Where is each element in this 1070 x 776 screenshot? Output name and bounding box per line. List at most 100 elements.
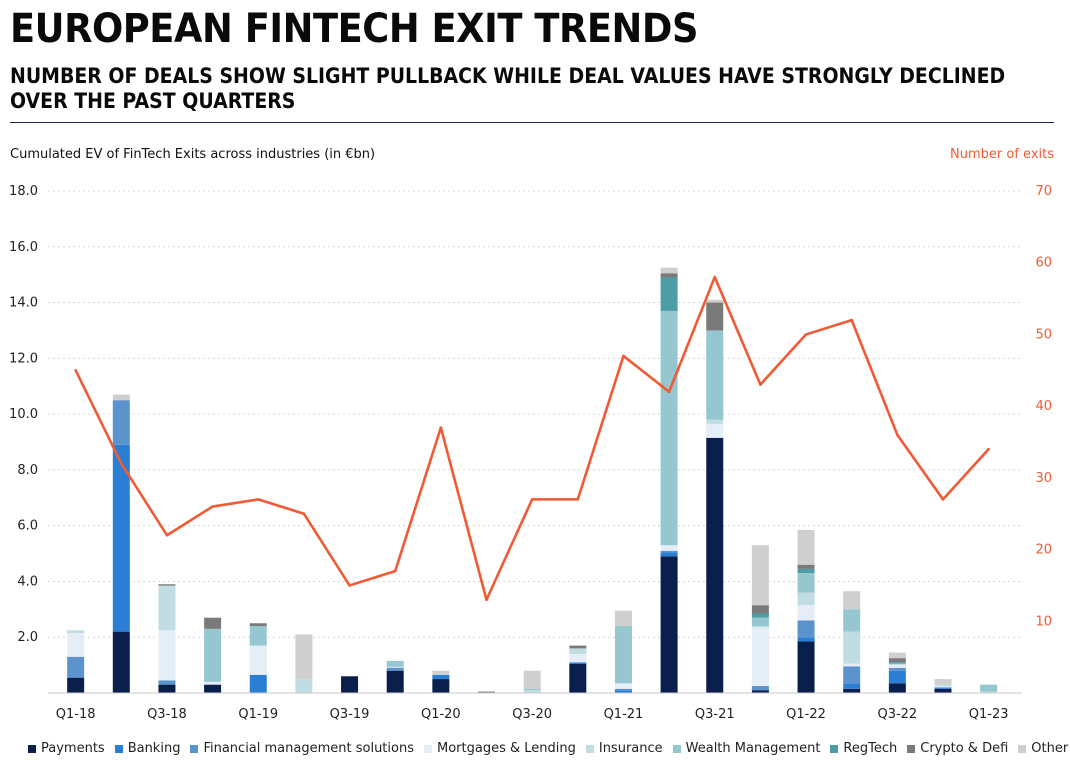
legend-label: Wealth Management — [685, 741, 821, 756]
bar-segment — [934, 687, 952, 689]
bar-segment — [67, 633, 85, 657]
exits-line — [74, 275, 990, 602]
x-tick-label: Q1-22 — [786, 707, 826, 722]
bar-segment — [934, 679, 952, 685]
bar-segment — [706, 330, 724, 420]
x-tick-label: Q3-21 — [695, 707, 735, 722]
x-tick-label: Q1-19 — [238, 707, 278, 722]
exits-point — [485, 598, 488, 602]
bar-segment — [158, 684, 176, 693]
bar-segment — [660, 267, 678, 274]
bar-segment — [660, 277, 678, 311]
exits-point — [211, 505, 214, 508]
bar-segment — [797, 592, 815, 606]
bar-segment — [660, 273, 678, 278]
bar-segment — [660, 550, 678, 553]
y2-tick-label: 70 — [1035, 184, 1052, 199]
exits-point — [165, 533, 169, 537]
bar-segment — [386, 667, 404, 671]
y-tick-label: 6.0 — [17, 519, 38, 534]
bar-segment — [249, 623, 267, 627]
y-tick-label: 4.0 — [17, 574, 38, 589]
bar-segment — [158, 585, 176, 631]
legend-item: Banking — [114, 741, 181, 756]
exits-point — [530, 498, 534, 501]
legend-label: Banking — [127, 741, 181, 756]
bar-segment — [112, 444, 130, 632]
bar-segment — [843, 666, 861, 684]
bar-segment — [295, 679, 313, 693]
bar-segment — [888, 683, 906, 693]
bar-segment — [888, 667, 906, 671]
y-tick-label: 16.0 — [9, 240, 38, 255]
legend-swatch — [423, 744, 432, 753]
bar-segment — [934, 686, 952, 688]
bar-segment — [706, 419, 724, 424]
exits-point — [896, 433, 899, 437]
bar-segment — [569, 648, 587, 654]
x-tick-label: Q1-18 — [56, 707, 96, 722]
legend-swatch — [114, 744, 123, 753]
y2-tick-label: 20 — [1035, 543, 1052, 558]
bar-segment — [797, 568, 815, 574]
y-tick-label: 12.0 — [9, 351, 38, 366]
exits-point — [713, 275, 717, 279]
bar-segment — [67, 656, 85, 678]
bar-segment — [797, 620, 815, 638]
bar-segment — [797, 529, 815, 565]
bar-segment — [797, 573, 815, 593]
legend-label: Mortgages & Lending — [436, 741, 576, 756]
bar-segment — [386, 670, 404, 693]
bar-segment — [751, 545, 769, 606]
x-tick-label: Q3-19 — [330, 707, 370, 722]
bar-segment — [706, 437, 724, 693]
bar-segment — [660, 552, 678, 557]
bar-segment — [158, 630, 176, 681]
x-tick-label: Q1-20 — [421, 707, 461, 722]
exits-point — [987, 447, 990, 451]
bar-segment — [797, 605, 815, 621]
bar-segment — [706, 423, 724, 438]
bar-segment — [706, 302, 724, 331]
y2-tick-label: 10 — [1035, 614, 1052, 629]
bar-segment — [249, 674, 267, 693]
bar-segment — [797, 641, 815, 693]
bar-segment — [843, 683, 861, 689]
bar-segment — [523, 690, 541, 693]
bar-segment — [751, 617, 769, 627]
x-tick-label: Q3-18 — [147, 707, 187, 722]
bar-segment — [614, 690, 632, 693]
bar-segment — [797, 637, 815, 642]
bar-segment — [751, 686, 769, 691]
bar-segment — [888, 665, 906, 668]
exits-point — [393, 569, 397, 573]
y-axis-label-right: Number of exits — [950, 147, 1054, 162]
bar-segment — [67, 677, 85, 693]
bar-segment — [751, 690, 769, 693]
bar-segment — [432, 674, 450, 680]
bar-segment — [706, 299, 724, 303]
bar-segment — [797, 564, 815, 569]
bar-segment — [204, 617, 222, 629]
y-tick-label: 2.0 — [17, 630, 38, 645]
bar-segment — [204, 684, 222, 693]
bar-segment — [341, 676, 359, 693]
y2-tick-label: 30 — [1035, 471, 1052, 486]
bar-segment — [660, 310, 678, 546]
y-axis-label-left: Cumulated EV of FinTech Exits across ind… — [10, 147, 376, 162]
bar-segment — [569, 653, 587, 663]
exits-point — [256, 498, 260, 501]
legend-item: Insurance — [585, 741, 663, 756]
bar-segment — [614, 683, 632, 689]
bar-segment — [249, 626, 267, 646]
legend-item: Crypto & Defi — [907, 741, 1008, 756]
legend-label: RegTech — [843, 741, 898, 756]
bar-segment — [751, 605, 769, 614]
bar-segment — [614, 610, 632, 627]
bar-segment — [158, 680, 176, 685]
bar-segment — [249, 645, 267, 675]
bar-segment — [569, 645, 587, 649]
title-divider — [10, 122, 1054, 123]
legend-swatch — [830, 744, 839, 753]
bar-segment — [934, 684, 952, 687]
